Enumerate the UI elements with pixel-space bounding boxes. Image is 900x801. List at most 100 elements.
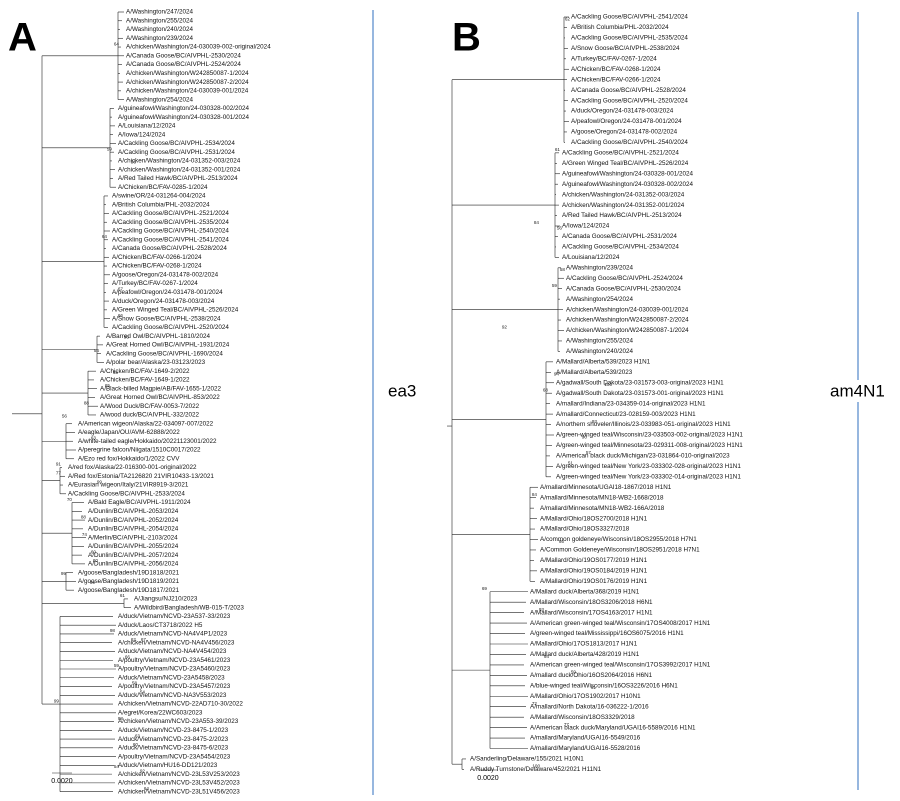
leaf-label: A/white-tailed eagle/Hokkaido/2022112300… <box>78 438 217 445</box>
bootstrap-value: 92 <box>140 768 146 773</box>
leaf-label: A/polar bear/Alaska/23-03123/2023 <box>106 359 206 366</box>
leaf-label: A/Iowa/124/2024 <box>562 223 610 230</box>
bootstrap-value: 67 <box>141 637 147 642</box>
leaf-label: A/Mallard/Alberta/539/2023 H1N1 <box>556 359 651 366</box>
leaf-label: A/Bald Eagle/BC/AIVPHL-1911/2024 <box>88 499 191 506</box>
leaf-label: A/Snow Goose/BC/AIVPHL-2538/2024 <box>112 315 221 322</box>
leaf-label: A/Cackling Goose/BC/AIVPHL-2521/2024 <box>112 210 229 217</box>
bootstrap-value: 91 <box>56 462 62 467</box>
bootstrap-value: 59 <box>114 663 120 668</box>
leaf-label: A/Cackling Goose/BC/AIVPHL-2534/2024 <box>562 244 679 251</box>
leaf-label: A/American black duck/Michigan/23-031864… <box>556 453 730 460</box>
leaf-label: A/mallard/Minnesota/MN18-WB2-166A/2018 <box>540 505 665 512</box>
bootstrap-value: 94 <box>554 372 560 377</box>
bootstrap-value: 64 <box>114 41 120 46</box>
leaf-label: A/Barred Owl/BC/AIVPHL-1810/2024 <box>106 333 210 340</box>
bootstrap-value: 58 <box>560 267 566 272</box>
bootstrap-value: 54 <box>114 764 120 769</box>
leaf-label: A/Canada Goose/BC/AIVPHL-2530/2024 <box>566 285 681 292</box>
leaf-label: A/Chicken/BC/FAV-0268-1/2024 <box>571 66 661 73</box>
bootstrap-value: 66 <box>118 313 124 318</box>
bootstrap-value: 54 <box>140 689 146 694</box>
leaf-label: A/Canada Goose/BC/AIVPHL-2531/2024 <box>562 233 677 240</box>
bootstrap-value: 62 <box>131 637 137 642</box>
leaf-label: A/Washington/254/2024 <box>126 96 193 103</box>
leaf-label: A/chicken/Washington/24-031352-003/2024 <box>118 158 241 165</box>
bootstrap-value: 77 <box>56 470 62 475</box>
leaf-label: A/duck/Oregon/24-031478-003/2024 <box>112 298 215 305</box>
bootstrap-value: 93 <box>539 607 545 612</box>
panel-label: A <box>8 16 37 60</box>
leaf-label: A/Chicken/BC/FAV-1649-2/2022 <box>100 368 190 375</box>
bootstrap-value: 88 <box>84 400 90 405</box>
leaf-label: A/Black-billed Magpie/AB/FAV-1655-1/2022 <box>100 385 221 392</box>
leaf-label: A/mallard/Indiana/23-034359-014-original… <box>556 400 706 407</box>
leaf-label: A/chicken/Vietnam/NCVD-23A553-39/2023 <box>118 718 239 725</box>
bootstrap-value: 98 <box>110 628 116 633</box>
leaf-label: A/Green Winged Teal/BC/AIVPHL-2526/2024 <box>562 160 689 167</box>
leaf-label: A/guineafowl/Washington/24-030328-002/20… <box>562 181 694 188</box>
leaf-label: A/Wildbird/Bangladesh/WB-015-T/2023 <box>134 604 244 611</box>
bootstrap-value: 99 <box>90 580 96 585</box>
leaf-label: A/guineafowl/Washington/24-030328-002/20… <box>118 105 250 112</box>
leaf-label: A/Washington/240/2024 <box>126 26 193 33</box>
leaf-label: A/Washington/239/2024 <box>566 264 633 271</box>
leaf-label: A/chicken/Washington/24-031352-001/2024 <box>118 166 241 173</box>
leaf-label: A/duck/Vietnam/NCVD-NA4V4P1/2023 <box>118 631 228 638</box>
leaf-label: A/British Columbia/PHL-2032/2024 <box>112 201 210 208</box>
leaf-label: A/Louisiana/12/2024 <box>562 254 620 261</box>
leaf-label: A/Mallard/Wisconsin/18OS3206/2018 H6N1 <box>530 599 653 606</box>
leaf-label: A/chicken/Washington/24-031352-003/2024 <box>562 191 685 198</box>
leaf-label: A/green-winged teal/New York/23-033302-0… <box>556 473 741 480</box>
bootstrap-value: 61 <box>555 147 561 152</box>
leaf-label: A/Cackling Goose/BC/AIVPHL-2531/2024 <box>118 149 235 156</box>
leaf-label: A/duck/Vietnam/HU16-DD121/2023 <box>118 762 218 769</box>
leaf-label: A/mallard/Maryland/UGAI16-5528/2016 <box>530 745 641 752</box>
leaf-label: A/duck/Vietnam/NCVD-23-8475-2/2023 <box>118 736 229 743</box>
leaf-label: A/poultry/Vietnam/NCVD-23A5457/2023 <box>118 683 231 690</box>
leaf-label: A/chicken/Washington/W242850087-2/2024 <box>566 317 689 324</box>
bootstrap-value: 57 <box>586 450 592 455</box>
leaf-label: A/gadwall/South Dakota/23-031573-003-ori… <box>556 379 724 386</box>
bootstrap-value: 88 <box>81 514 87 519</box>
leaf-label: A/American green-winged teal/Wisconsin/1… <box>530 620 711 627</box>
leaf-label: A/peafowl/Oregon/24-031478-001/2024 <box>571 118 682 125</box>
leaf-label: A/Mallard duck/Alberta/368/2019 H1N1 <box>530 588 640 595</box>
leaf-label: A/Dunlin/BC/AIVPHL-2057/2024 <box>88 552 179 559</box>
leaf-label: A/British Columbia/PHL-2032/2024 <box>571 24 669 31</box>
leaf-label: A/Canada Goose/BC/AIVPHL-2528/2024 <box>112 245 227 252</box>
bootstrap-value: 65 <box>105 383 111 388</box>
leaf-label: A/Louisiana/12/2024 <box>118 123 176 130</box>
bootstrap-value: 74 <box>82 532 88 537</box>
leaf-label: A/Mallard/Wisconsin/17OS4163/2017 H1N1 <box>530 609 653 616</box>
leaf-label: A/Red Tailed Hawk/BC/AIVPHL-2513/2024 <box>118 175 238 182</box>
leaf-label: A/Cackling Goose/BC/AIVPHL-2540/2024 <box>571 139 688 146</box>
bootstrap-value: 90 <box>582 434 588 439</box>
leaf-label: A/Mallard/Alberta/539/2023 <box>556 369 633 376</box>
leaf-label: A/poultry/Vietnam/NCVD-23A5460/2023 <box>118 666 231 673</box>
clade-label: ea3 <box>388 381 416 400</box>
bootstrap-value: 56 <box>557 225 563 230</box>
leaf-label: A/mallard/Maryland/UGAI16-5549/2016 <box>530 735 641 742</box>
leaf-label: A/duck/Vietnam/NCVD-NA3V553/2023 <box>118 692 227 699</box>
leaf-label: A/eagle/Japan/OU/AVM-62888/2022 <box>78 429 180 436</box>
bootstrap-value: 62 <box>565 16 571 21</box>
leaf-label: A/chicken/Washington/24-031352-001/2024 <box>562 202 685 209</box>
leaf-label: A/Washington/240/2024 <box>566 348 633 355</box>
leaf-label: A/Dunlin/BC/AIVPHL-2052/2024 <box>88 517 179 524</box>
leaf-label: A/chicken/Washington/24-030039-001/2024 <box>126 88 249 95</box>
leaf-label: A/Chicken/BC/FAV-0266-1/2024 <box>112 254 202 261</box>
leaf-label: A/red fox/Alaska/22-016300-001-original/… <box>68 464 197 471</box>
leaf-label: A/goose/Bangladesh/19D1819/2021 <box>78 578 180 585</box>
leaf-label: A/gadwall/South Dakota/23-031573-001-ori… <box>556 390 724 397</box>
bootstrap-value: 60 <box>91 549 97 554</box>
bootstrap-value: 64 <box>102 234 108 239</box>
bootstrap-value: 68 <box>543 387 549 392</box>
leaf-label: A/poultry/Vietnam/NCVD-23A5461/2023 <box>118 657 231 664</box>
leaf-label: A/Mallard/Ohio/18OS2700/2018 H1N1 <box>540 515 648 522</box>
leaf-label: A/Ruddy Turnstone/Delaware/452/2021 H11N… <box>470 766 602 773</box>
leaf-label: A/goose/Oregon/24-031478-002/2024 <box>571 129 678 136</box>
leaf-label: A/Cackling Goose/BC/AIVPHL-1690/2024 <box>106 350 223 357</box>
leaf-label: A/Common Goldeneye/Wisconsin/18OS2951/20… <box>540 547 700 554</box>
leaf-label: A/chicken/Washington/W242850087-2/2024 <box>126 79 249 86</box>
